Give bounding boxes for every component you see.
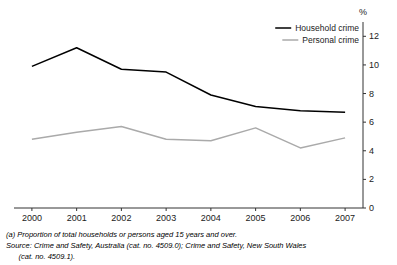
series-line	[32, 126, 345, 147]
x-tick	[255, 208, 256, 211]
x-axis-line	[14, 208, 363, 209]
y-tick-label: 8	[369, 89, 374, 99]
y-axis-line	[363, 22, 364, 208]
y-tick-label: 6	[369, 117, 374, 127]
y-tick	[363, 93, 366, 94]
x-tick	[166, 208, 167, 211]
y-tick	[363, 150, 366, 151]
y-tick	[363, 64, 366, 65]
footnote: Source: Crime and Safety, Australia (cat…	[6, 241, 307, 250]
y-tick-label: 10	[369, 60, 379, 70]
legend-swatch	[282, 39, 298, 41]
x-tick	[31, 208, 32, 211]
y-tick-label: 2	[369, 174, 374, 184]
y-tick	[363, 122, 366, 123]
series-group	[32, 48, 345, 148]
legend-swatch	[275, 27, 291, 29]
x-tick	[300, 208, 301, 211]
y-tick	[363, 36, 366, 37]
x-tick-label: 2007	[335, 213, 355, 223]
x-tick-label: 2006	[290, 213, 310, 223]
footnote: (a) Proportion of total households or pe…	[6, 230, 237, 239]
series-line	[32, 48, 345, 112]
y-tick-label: 0	[369, 203, 374, 213]
y-axis-label: %	[359, 7, 367, 17]
legend-label: Personal crime	[302, 35, 359, 45]
x-tick-label: 2002	[111, 213, 131, 223]
x-tick-label: 2005	[246, 213, 266, 223]
y-tick-label: 12	[369, 31, 379, 41]
x-tick	[121, 208, 122, 211]
x-tick-label: 2001	[67, 213, 87, 223]
x-tick	[76, 208, 77, 211]
chart: 2000 2001 2002 2003 2004 2005 2006 2007 0 2 4 6 8 10 1…	[0, 0, 397, 265]
y-tick	[363, 179, 366, 180]
footnote: (cat. no. 4509.1).	[6, 252, 75, 261]
x-tick-label: 2004	[201, 213, 221, 223]
legend-label: Household crime	[295, 23, 359, 33]
y-tick	[363, 208, 366, 209]
x-tick-label: 2000	[22, 213, 42, 223]
x-tick	[345, 208, 346, 211]
x-tick-label: 2003	[156, 213, 176, 223]
y-tick-label: 4	[369, 146, 374, 156]
x-tick	[210, 208, 211, 211]
legend: Household crime Personal crime	[275, 23, 359, 45]
